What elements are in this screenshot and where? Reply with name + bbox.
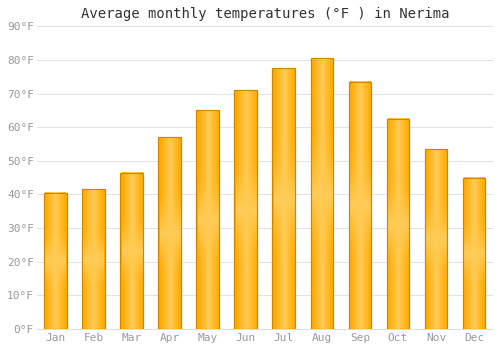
Bar [462, 177, 485, 329]
Bar [234, 90, 258, 329]
Bar [310, 58, 334, 329]
Bar [82, 189, 105, 329]
Bar [44, 193, 67, 329]
Title: Average monthly temperatures (°F ) in Nerima: Average monthly temperatures (°F ) in Ne… [80, 7, 449, 21]
Bar [158, 137, 181, 329]
Bar [462, 177, 485, 329]
Bar [158, 137, 181, 329]
Bar [234, 90, 258, 329]
Bar [44, 193, 67, 329]
Bar [348, 82, 372, 329]
Bar [196, 110, 220, 329]
Bar [82, 189, 105, 329]
Bar [272, 68, 295, 329]
Bar [196, 110, 220, 329]
Bar [386, 119, 409, 329]
Bar [272, 68, 295, 329]
Bar [424, 149, 448, 329]
Bar [348, 82, 372, 329]
Bar [310, 58, 334, 329]
Bar [386, 119, 409, 329]
Bar [120, 173, 143, 329]
Bar [120, 173, 143, 329]
Bar [424, 149, 448, 329]
